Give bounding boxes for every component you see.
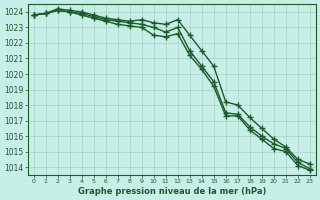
X-axis label: Graphe pression niveau de la mer (hPa): Graphe pression niveau de la mer (hPa) (77, 187, 266, 196)
